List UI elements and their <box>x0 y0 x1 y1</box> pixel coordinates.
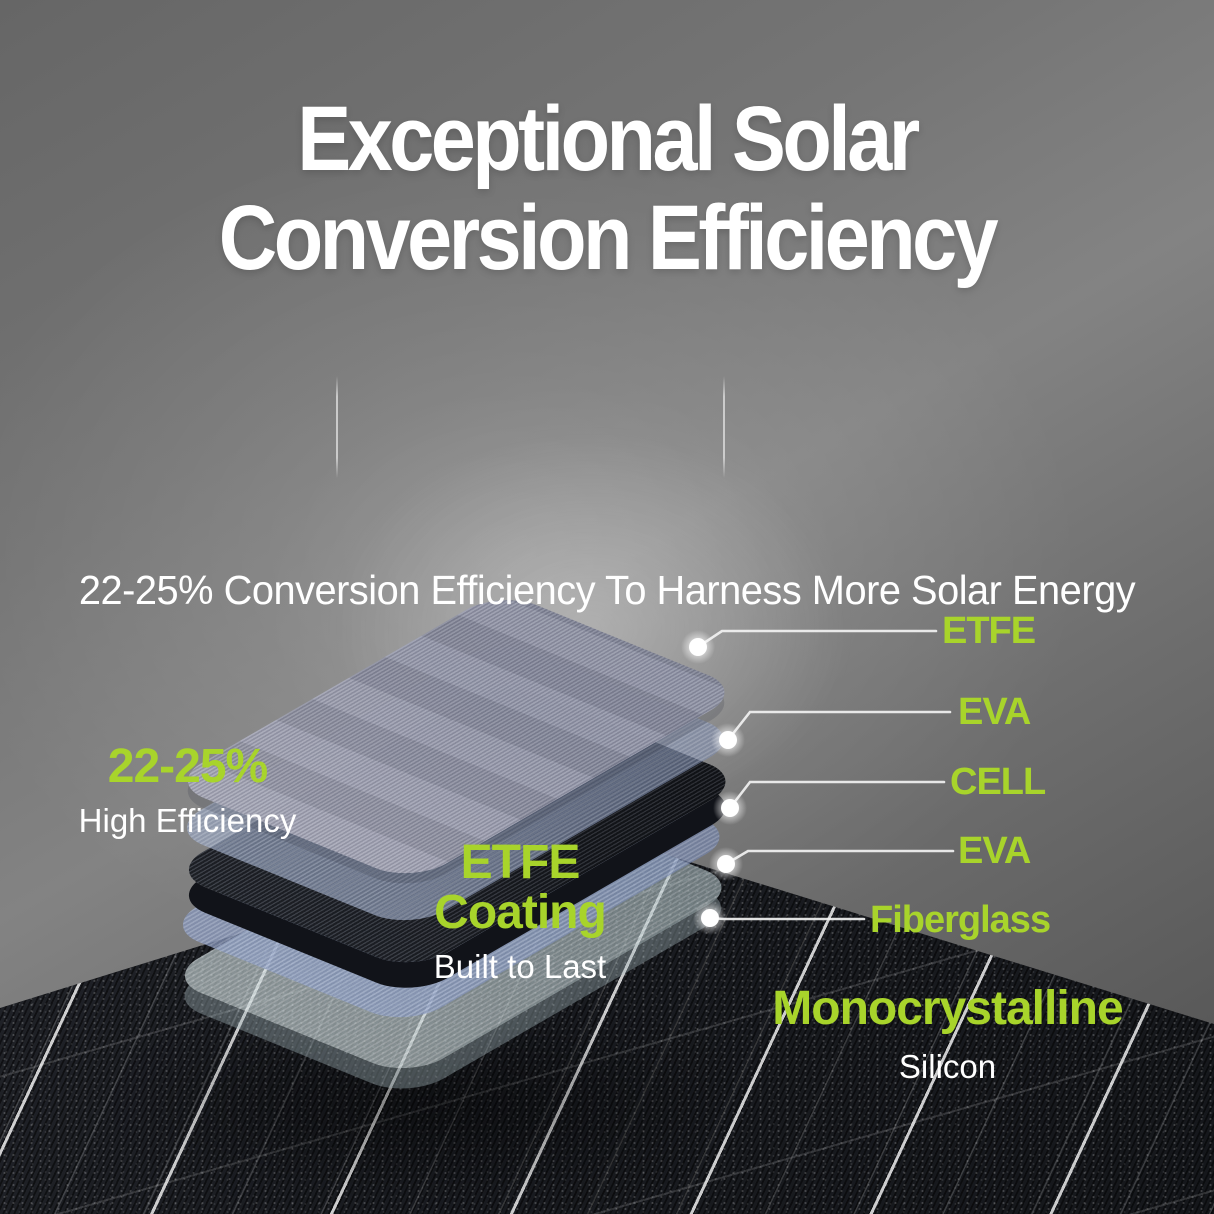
layer-label-cell: CELL <box>950 761 1046 803</box>
feature-mono-heading: Monocrystalline <box>772 982 1123 1036</box>
feature-efficiency-heading: 22-25% <box>107 740 268 794</box>
page-subtitle: 22-25% Conversion Efficiency To Harness … <box>78 567 1136 614</box>
feature-mono-subtext: Silicon <box>898 1048 997 1086</box>
feature-etfe-subtext: Built to Last <box>433 948 607 986</box>
page-title: Exceptional Solar Conversion Efficiency <box>73 87 1141 289</box>
feature-efficiency: 22-25% High Efficiency <box>55 742 320 838</box>
feature-divider-2 <box>723 376 725 478</box>
feature-efficiency-subtext: High Efficiency <box>78 802 297 840</box>
feature-monocrystalline: Monocrystalline Silicon <box>765 984 1130 1084</box>
dot-eva-bottom <box>717 855 735 873</box>
feature-etfe-coating: ETFE Coating Built to Last <box>370 838 670 984</box>
layer-label-eva-top: EVA <box>958 691 1031 733</box>
title-line-2: Conversion Efficiency <box>218 186 999 289</box>
feature-divider-1 <box>336 376 338 478</box>
layer-label-eva-bottom: EVA <box>958 830 1031 872</box>
connector-line-eva-bottom <box>724 849 955 866</box>
layer-label-fiberglass: Fiberglass <box>870 899 1051 941</box>
feature-etfe-heading: ETFE Coating <box>434 836 607 940</box>
layer-label-etfe: ETFE <box>942 610 1036 652</box>
title-line-1: Exceptional Solar <box>297 87 920 190</box>
